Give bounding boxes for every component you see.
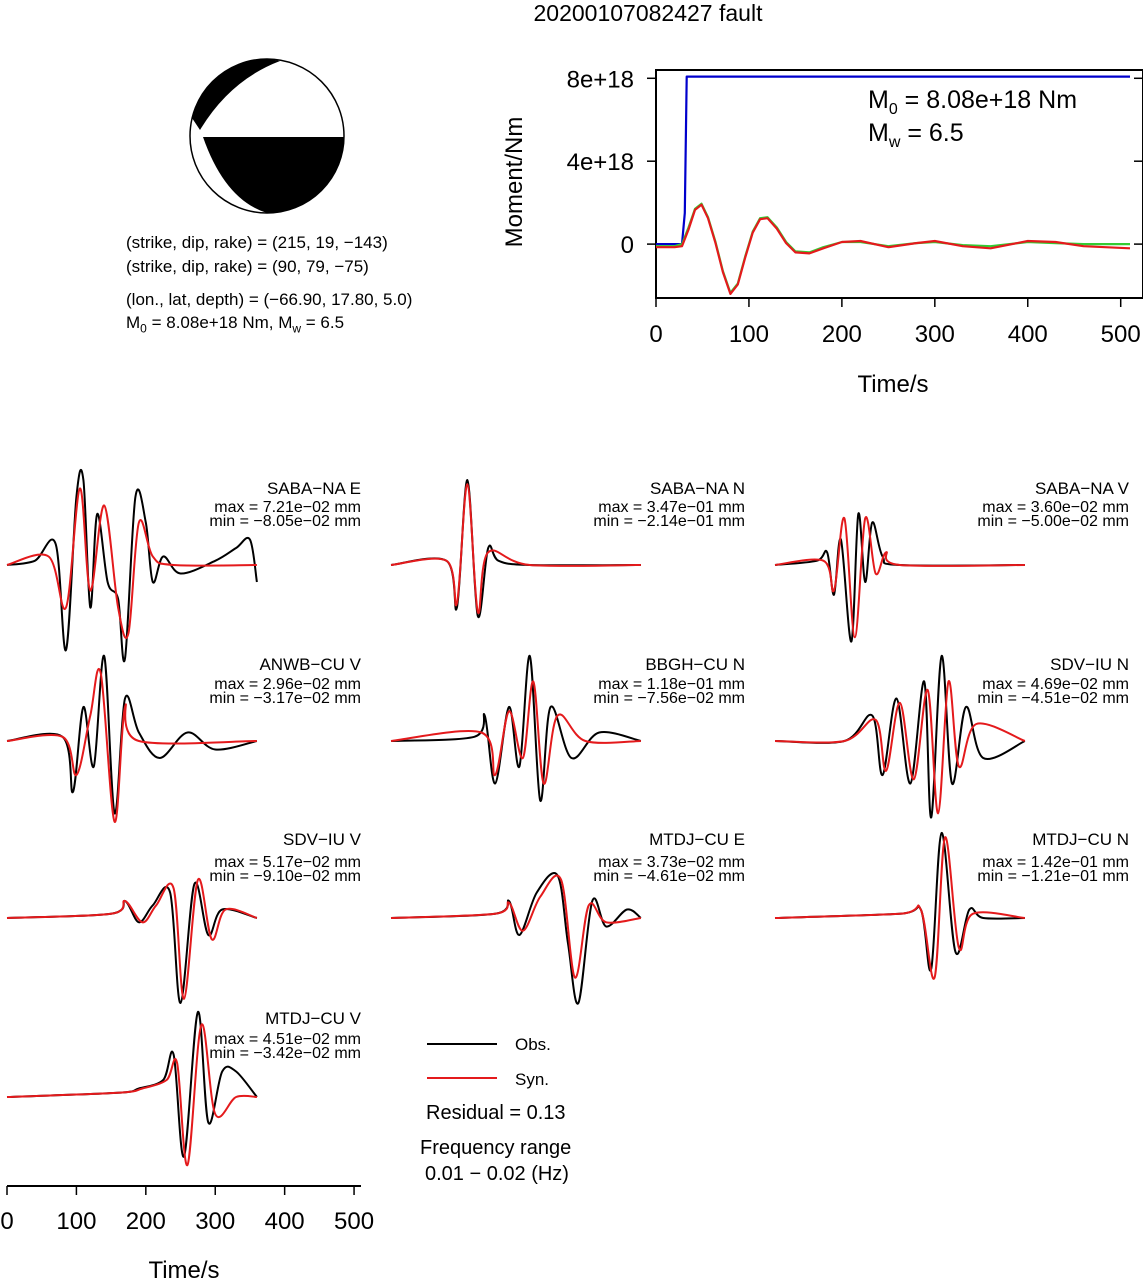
stf-ytick-label-2: 8e+18: [567, 66, 634, 93]
wave-xtick-label-0: 0: [0, 1208, 13, 1235]
wave-xlabel: Time/s: [148, 1257, 219, 1281]
stf-ylabel: Moment/Nm: [501, 117, 528, 248]
stf-mw-label: Mw = 6.5: [868, 119, 964, 151]
wave-label-0: SABA−NA E: [266, 479, 361, 498]
stf-xtick-label-1: 100: [729, 321, 769, 348]
plane-1: (strike, dip, rake) = (215, 19, −143): [126, 233, 388, 252]
wave-max-3: max = 2.96e−02 mm: [214, 676, 361, 693]
stf-m0-label: M0 = 8.08e+18 Nm: [868, 86, 1078, 118]
wave-max-4: max = 1.18e−01 mm: [598, 676, 745, 693]
legend-syn-label: Syn.: [515, 1070, 550, 1089]
stf-ytick-label-1: 4e+18: [567, 149, 634, 176]
wave-label-6: SDV−IU V: [283, 830, 361, 849]
wave-xtick-label-4: 400: [265, 1208, 305, 1235]
wave-max-8: max = 1.42e−01 mm: [982, 854, 1129, 871]
obs-trace-4: [390, 654, 642, 802]
syn-trace-6: [6, 877, 258, 1000]
wave-label-5: SDV−IU N: [1050, 655, 1129, 674]
wave-label-9: MTDJ−CU V: [265, 1009, 361, 1028]
syn-trace-9: [6, 1023, 257, 1167]
syn-trace-7: [390, 874, 642, 979]
obs-trace-0: [6, 468, 258, 663]
wave-min-2: min = −5.00e−02 mm: [977, 513, 1129, 530]
wave-min-3: min = −3.17e−02 mm: [209, 690, 361, 707]
syn-trace-2: [774, 516, 1025, 639]
frequency-title: Frequency range: [420, 1137, 572, 1159]
syn-trace-3: [6, 668, 257, 823]
wave-min-4: min = −7.56e−02 mm: [593, 690, 745, 707]
stf-series-2: [656, 203, 1131, 295]
stf-xtick-label-4: 400: [1008, 321, 1048, 348]
plane-2: (strike, dip, rake) = (90, 79, −75): [126, 257, 369, 276]
syn-trace-1: [390, 483, 641, 615]
stf-xtick-label-2: 200: [822, 321, 862, 348]
legend-obs-label: Obs.: [515, 1035, 551, 1054]
wave-min-1: min = −2.14e−01 mm: [593, 513, 745, 530]
syn-trace-5: [774, 680, 1026, 815]
location: (lon., lat, depth) = (−66.90, 17.80, 5.0…: [126, 290, 413, 309]
wave-xtick-label-3: 300: [195, 1208, 235, 1235]
wave-max-5: max = 4.69e−02 mm: [982, 676, 1129, 693]
wave-label-7: MTDJ−CU E: [649, 830, 745, 849]
wave-xtick-label-1: 100: [56, 1208, 96, 1235]
beachball: [189, 58, 345, 214]
wave-max-1: max = 3.47e−01 mm: [598, 499, 745, 516]
wave-min-6: min = −9.10e−02 mm: [209, 868, 361, 885]
wave-xtick-label-2: 200: [126, 1208, 166, 1235]
wave-label-4: BBGH−CU N: [645, 655, 745, 674]
obs-trace-7: [390, 872, 642, 1005]
wave-min-7: min = −4.61e−02 mm: [593, 868, 745, 885]
wave-min-8: min = −1.21e−01 mm: [977, 868, 1129, 885]
syn-trace-0: [6, 487, 257, 640]
wave-min-9: min = −3.42e−02 mm: [209, 1045, 361, 1062]
wave-max-6: max = 5.17e−02 mm: [214, 854, 361, 871]
stf-xtick-label-3: 300: [915, 321, 955, 348]
beachball-compression-lower: [203, 137, 344, 213]
stf-frame: [655, 69, 1143, 299]
stf-xlabel: Time/s: [857, 371, 928, 398]
stf-ytick-label-0: 0: [621, 232, 634, 259]
wave-label-1: SABA−NA N: [650, 479, 745, 498]
figure-title: 20200107082427 fault: [533, 0, 763, 26]
stf-xtick-label-0: 0: [649, 321, 662, 348]
wave-label-8: MTDJ−CU N: [1032, 830, 1129, 849]
wave-xtick-label-5: 500: [334, 1208, 374, 1235]
stf-series-0: [656, 75, 1130, 246]
wave-label-2: SABA−NA V: [1034, 479, 1129, 498]
stf-xtick-label-5: 500: [1101, 321, 1141, 348]
obs-trace-2: [774, 512, 1025, 643]
wave-min-0: min = −8.05e−02 mm: [209, 513, 361, 530]
wave-label-3: ANWB−CU V: [259, 655, 361, 674]
beachball-compression-upper: [192, 58, 280, 131]
syn-trace-4: [390, 680, 641, 785]
wave-max-0: max = 7.21e−02 mm: [214, 499, 361, 516]
obs-trace-6: [6, 881, 258, 1005]
frequency-value: 0.01 − 0.02 (Hz): [425, 1163, 569, 1185]
obs-trace-5: [774, 654, 1026, 819]
obs-trace-3: [6, 654, 258, 815]
syn-trace-8: [774, 836, 1026, 980]
wave-max-7: max = 3.73e−02 mm: [598, 854, 745, 871]
moment-line: M0 = 8.08e+18 Nm, Mw = 6.5: [126, 313, 345, 336]
wave-max-2: max = 3.60e−02 mm: [982, 499, 1129, 516]
wave-max-9: max = 4.51e−02 mm: [214, 1031, 361, 1048]
residual-text: Residual = 0.13: [426, 1102, 566, 1124]
wave-min-5: min = −4.51e−02 mm: [977, 690, 1129, 707]
